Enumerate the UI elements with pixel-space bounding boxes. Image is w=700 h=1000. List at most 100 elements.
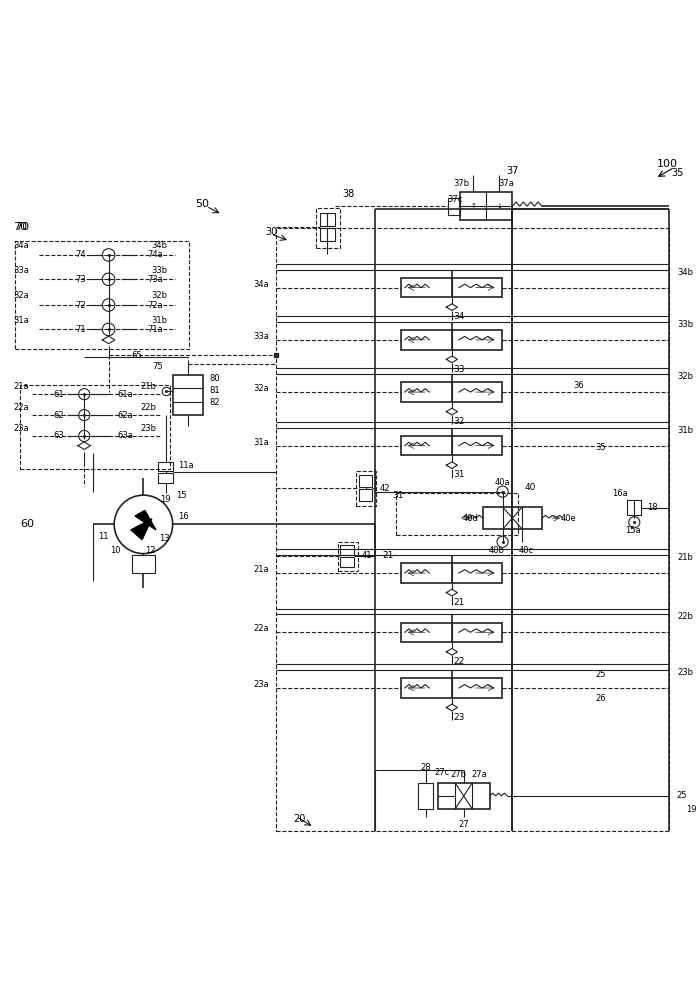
Bar xyxy=(356,471,376,506)
Bar xyxy=(338,542,358,571)
Text: 27c: 27c xyxy=(435,768,450,777)
Text: 61: 61 xyxy=(54,390,64,399)
Text: 21: 21 xyxy=(382,551,393,560)
Text: 35: 35 xyxy=(671,168,684,178)
Text: 34b: 34b xyxy=(678,268,694,277)
Text: 61a: 61a xyxy=(118,390,134,399)
Bar xyxy=(460,192,512,220)
Text: 37c: 37c xyxy=(447,195,462,204)
Text: 32b: 32b xyxy=(678,372,694,381)
Text: 23: 23 xyxy=(453,713,465,722)
Text: 27b: 27b xyxy=(450,770,466,779)
Text: 19: 19 xyxy=(687,805,697,814)
Bar xyxy=(320,213,335,226)
Text: 73a: 73a xyxy=(147,275,163,284)
Bar xyxy=(401,563,503,583)
Bar xyxy=(438,783,490,809)
Text: 10: 10 xyxy=(111,546,121,555)
Text: 74a: 74a xyxy=(147,250,162,259)
Text: 72: 72 xyxy=(76,301,86,310)
Bar xyxy=(20,385,170,469)
Text: 13: 13 xyxy=(159,534,169,543)
Text: 27: 27 xyxy=(458,820,469,829)
Text: 22b: 22b xyxy=(678,612,693,621)
Text: 20: 20 xyxy=(293,814,305,824)
Text: 23a: 23a xyxy=(14,424,29,433)
Bar xyxy=(401,623,503,642)
Text: 80: 80 xyxy=(209,374,220,383)
Text: 71a: 71a xyxy=(147,325,162,334)
Text: 31b: 31b xyxy=(678,426,694,435)
Bar xyxy=(320,228,335,241)
Text: 22b: 22b xyxy=(141,403,156,412)
Bar xyxy=(483,507,542,529)
Text: 37: 37 xyxy=(506,166,519,176)
Text: 33b: 33b xyxy=(678,320,694,329)
Text: 26: 26 xyxy=(596,694,606,703)
Bar xyxy=(340,557,354,567)
Bar xyxy=(276,228,669,831)
Text: 32b: 32b xyxy=(151,291,167,300)
Bar xyxy=(340,545,354,555)
Text: 18: 18 xyxy=(647,503,657,512)
Text: 34b: 34b xyxy=(151,241,167,250)
Text: 73: 73 xyxy=(76,275,86,284)
Bar xyxy=(15,241,189,349)
Text: 65: 65 xyxy=(131,351,142,360)
Text: 70: 70 xyxy=(15,222,29,232)
Text: 75: 75 xyxy=(152,362,162,371)
Text: 22a: 22a xyxy=(14,403,29,412)
Text: 31: 31 xyxy=(453,470,465,479)
Bar xyxy=(158,473,174,483)
Text: 81: 81 xyxy=(209,386,220,395)
Text: 63: 63 xyxy=(54,431,64,440)
Text: 63a: 63a xyxy=(118,431,134,440)
Text: 100: 100 xyxy=(657,159,678,169)
Polygon shape xyxy=(135,510,156,530)
Text: 31b: 31b xyxy=(151,316,167,325)
Text: 38: 38 xyxy=(343,189,355,199)
Text: 15: 15 xyxy=(176,491,187,500)
Text: 33a: 33a xyxy=(13,266,29,275)
Text: 71: 71 xyxy=(76,325,86,334)
Bar xyxy=(401,278,503,297)
Text: 21a: 21a xyxy=(253,565,269,574)
Text: 30: 30 xyxy=(265,227,277,237)
Text: ↓: ↓ xyxy=(496,203,503,209)
Text: 21: 21 xyxy=(453,598,465,607)
Text: 40b: 40b xyxy=(489,546,505,555)
Text: ↑: ↑ xyxy=(470,203,476,209)
Text: 37a: 37a xyxy=(498,179,514,188)
Text: 40d: 40d xyxy=(463,514,478,523)
Bar xyxy=(448,198,460,215)
Bar xyxy=(627,500,641,515)
Bar xyxy=(358,475,372,487)
Text: 12: 12 xyxy=(145,546,155,555)
Text: 21b: 21b xyxy=(678,553,693,562)
Text: 72a: 72a xyxy=(147,301,162,310)
Text: 28: 28 xyxy=(421,763,431,772)
Text: 41: 41 xyxy=(361,551,372,560)
Text: 25: 25 xyxy=(596,670,606,679)
Text: 11a: 11a xyxy=(178,461,194,470)
Text: 60: 60 xyxy=(20,519,34,529)
Bar xyxy=(158,462,174,471)
Text: 40e: 40e xyxy=(561,514,576,523)
Text: 23b: 23b xyxy=(140,424,156,433)
Text: 25: 25 xyxy=(676,791,687,800)
Text: 16: 16 xyxy=(178,512,189,521)
Text: 40a: 40a xyxy=(495,478,510,487)
Bar xyxy=(358,489,372,501)
Bar xyxy=(401,382,503,402)
Text: 50: 50 xyxy=(195,199,209,209)
Text: 15a: 15a xyxy=(625,526,640,535)
Text: 70: 70 xyxy=(13,222,27,232)
Text: 11: 11 xyxy=(98,532,108,541)
Text: 21a: 21a xyxy=(14,382,29,391)
Text: 36: 36 xyxy=(573,381,584,390)
Bar xyxy=(401,330,503,350)
Text: 32: 32 xyxy=(453,417,465,426)
Text: 40: 40 xyxy=(524,483,536,492)
Bar xyxy=(401,436,503,455)
Text: 62: 62 xyxy=(54,411,64,420)
